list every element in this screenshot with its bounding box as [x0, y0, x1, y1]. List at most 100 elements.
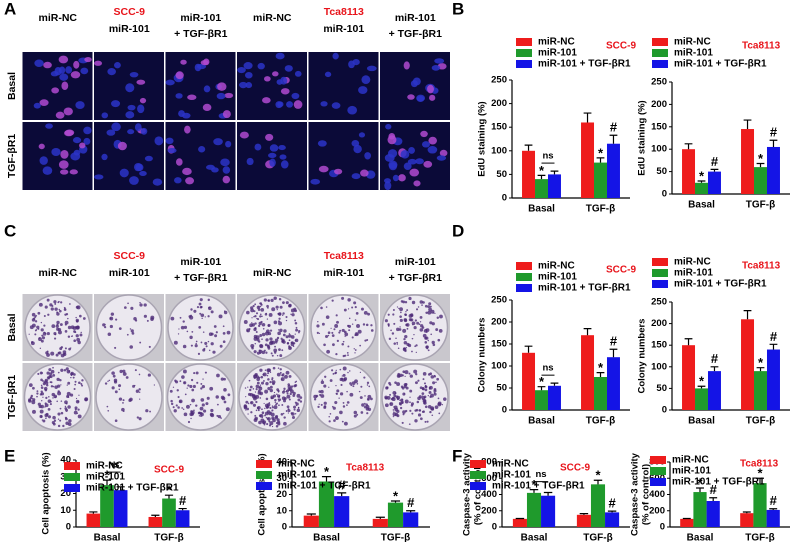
colony [333, 419, 336, 422]
nucleus [184, 125, 191, 134]
nucleus [139, 170, 147, 177]
colony [133, 316, 137, 321]
colony [253, 375, 256, 377]
colony [254, 391, 257, 393]
colony [414, 409, 417, 412]
colony [359, 344, 362, 347]
y-tick-label: 0 [660, 522, 665, 533]
colony [267, 368, 272, 373]
nucleus [264, 76, 271, 82]
colony [349, 392, 354, 397]
colony [421, 398, 424, 400]
nucleus [400, 150, 410, 159]
legend-label: miR-NC [86, 461, 123, 472]
colony [347, 298, 351, 302]
colony [148, 345, 151, 348]
colony [287, 409, 291, 413]
chart-subtitle: SCC-9 [560, 463, 590, 474]
error-bar [697, 385, 706, 389]
colony [48, 395, 50, 398]
colony [268, 313, 273, 317]
nucleus [136, 79, 146, 85]
colony [264, 331, 269, 336]
legend-swatch [516, 60, 532, 68]
error-bar [756, 162, 765, 168]
colony [43, 380, 48, 384]
colony [399, 318, 403, 323]
colony [146, 319, 149, 322]
nucleus [245, 82, 253, 89]
colony [392, 416, 395, 418]
colony [143, 314, 147, 318]
y-tick-label: 250 [651, 77, 667, 88]
colony [252, 388, 255, 390]
colony [63, 369, 67, 372]
colony [413, 326, 417, 330]
legend-label: miR-NC [538, 261, 575, 272]
colony [429, 395, 432, 399]
colony [389, 402, 392, 405]
colony [79, 333, 83, 337]
colony [199, 312, 202, 315]
colony [408, 318, 412, 322]
nucleus [69, 169, 78, 175]
legend-swatch [64, 462, 80, 470]
colony [278, 395, 281, 399]
column-label: + TGF-βR1 [174, 28, 228, 40]
colony [74, 380, 77, 383]
colony [82, 317, 86, 320]
colony [65, 313, 69, 316]
colony [67, 395, 70, 398]
legend-label: miR-101 + TGF-βR1 [538, 283, 631, 294]
colony [402, 413, 405, 416]
significance-label: * [539, 163, 545, 178]
nucleus [84, 56, 92, 63]
colony [41, 400, 43, 402]
colony [57, 418, 60, 420]
colony [56, 400, 58, 403]
row-label: Basal [6, 72, 18, 100]
colony [335, 369, 337, 371]
nucleus [423, 160, 433, 168]
x-tick-label: TGF-β [746, 416, 775, 427]
colony [60, 411, 64, 415]
colony [259, 368, 263, 372]
legend-label: miR-101 + TGF-βR1 [672, 477, 765, 488]
colony [429, 410, 432, 414]
bar [741, 129, 755, 194]
colony [391, 332, 395, 335]
colony [195, 342, 197, 345]
colony [323, 384, 327, 388]
colony [364, 339, 367, 342]
nucleus [134, 162, 143, 172]
colony [130, 329, 134, 333]
nucleus [111, 100, 121, 108]
colony [107, 332, 112, 337]
colony [344, 332, 349, 337]
nucleus [101, 112, 109, 119]
image [94, 363, 164, 431]
colony [60, 368, 64, 372]
colony [317, 405, 320, 409]
colony [365, 403, 368, 407]
nucleus [428, 136, 437, 145]
nucleus [54, 67, 62, 76]
colony [175, 404, 178, 407]
colony [424, 341, 428, 344]
colony [247, 392, 252, 396]
colony [283, 399, 287, 403]
nucleus [203, 85, 211, 93]
colony [262, 373, 265, 376]
colony [277, 367, 280, 369]
colony [58, 351, 62, 355]
colony [384, 319, 388, 323]
colony [39, 371, 43, 375]
colony [64, 416, 68, 420]
error-bar [596, 157, 605, 163]
colony [351, 336, 354, 339]
legend-label: miR-101 [672, 466, 711, 477]
significance-label: * [758, 151, 764, 166]
bar [148, 516, 163, 527]
colony [370, 329, 374, 332]
legend-label: miR-101 [492, 470, 531, 481]
